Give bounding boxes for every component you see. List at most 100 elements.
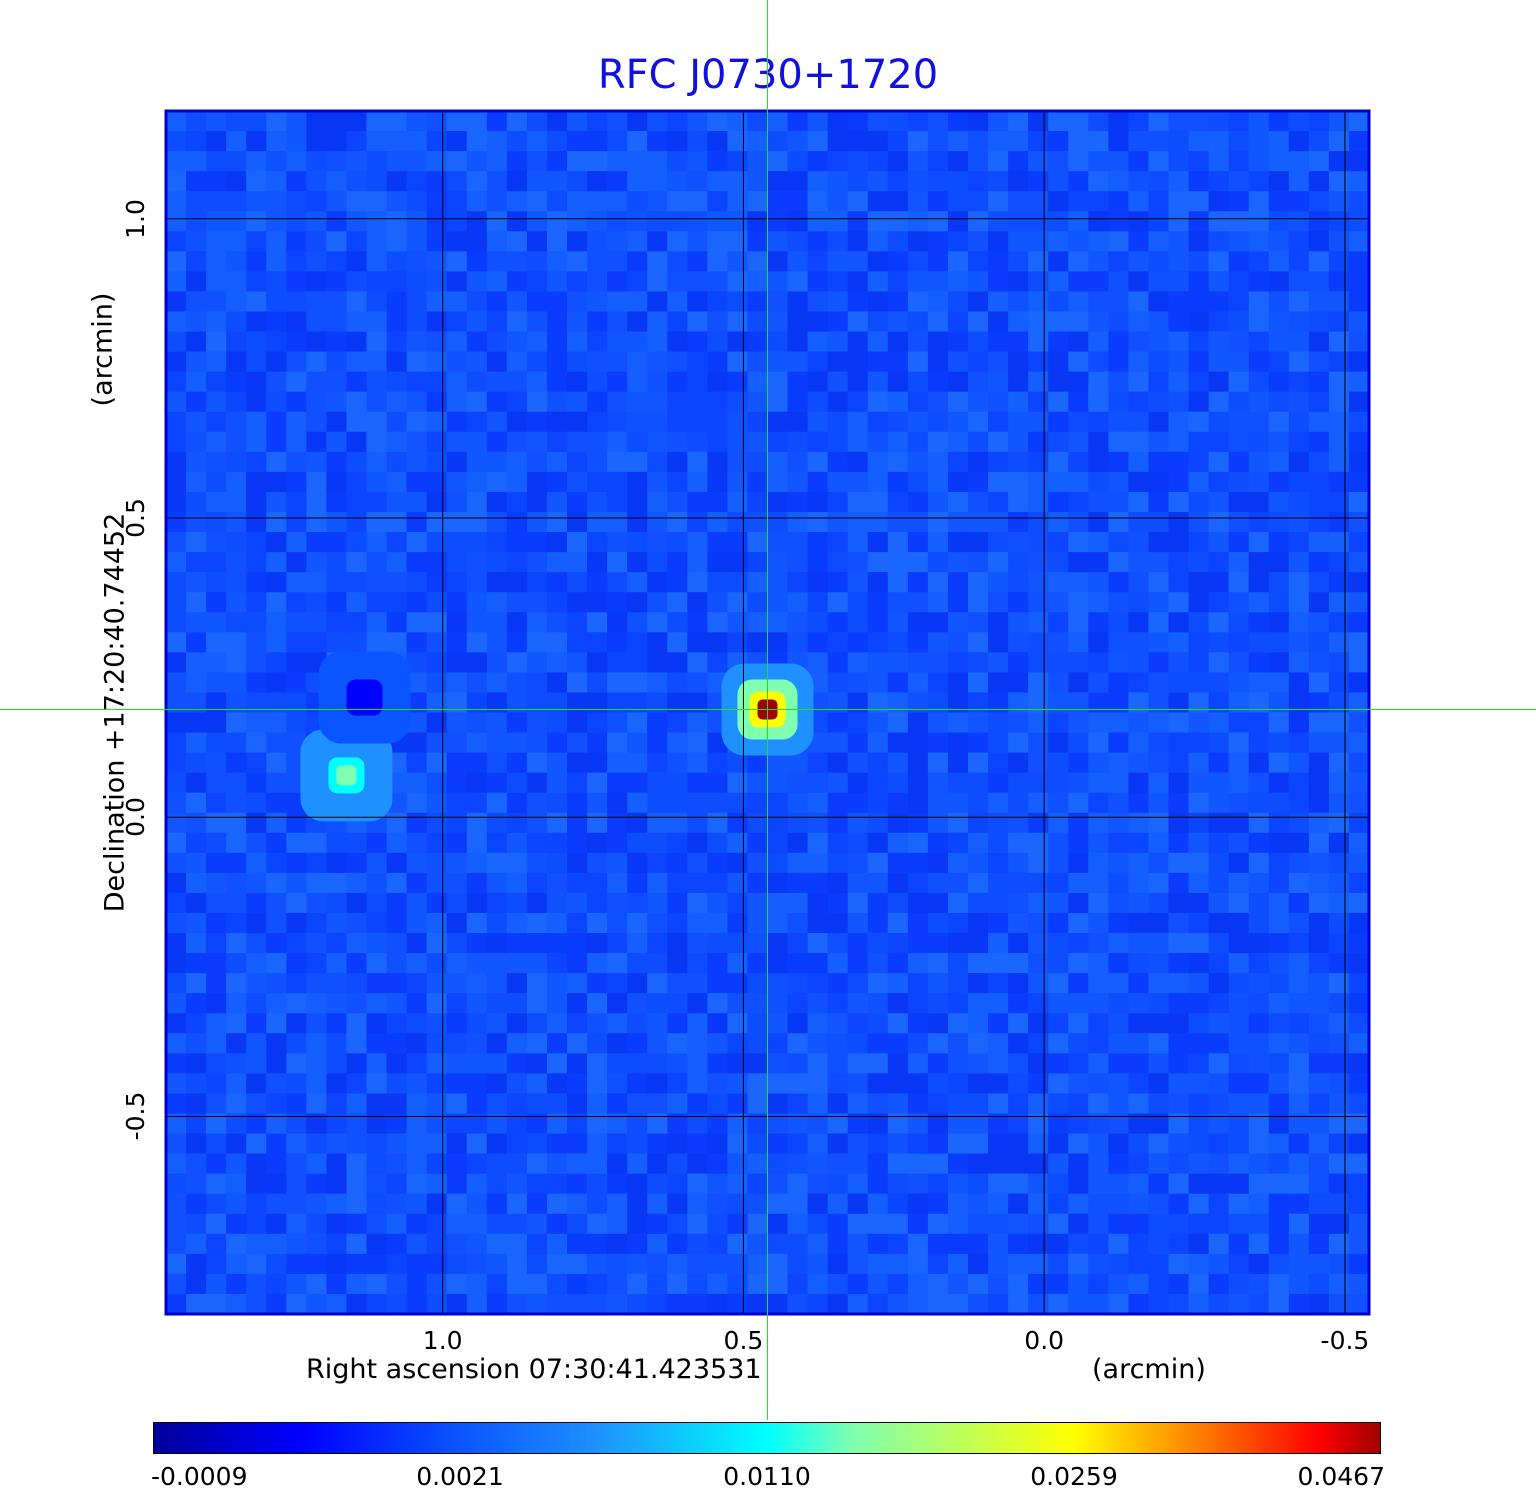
image-pixel — [1248, 1173, 1270, 1195]
image-pixel — [587, 211, 608, 232]
image-pixel — [927, 331, 949, 353]
image-pixel — [1268, 411, 1290, 433]
image-pixel — [426, 672, 448, 694]
image-pixel — [1068, 231, 1089, 252]
image-pixel — [747, 1093, 769, 1115]
image-pixel — [486, 872, 508, 894]
image-pixel — [366, 391, 388, 413]
image-pixel — [707, 532, 728, 553]
image-pixel — [1188, 251, 1210, 272]
image-pixel — [747, 491, 769, 513]
image-pixel — [1028, 491, 1049, 513]
image-pixel — [947, 371, 969, 393]
image-pixel — [927, 672, 949, 694]
image-pixel — [1208, 451, 1230, 473]
image-pixel — [1048, 1013, 1069, 1034]
image-pixel — [466, 231, 488, 252]
image-pixel — [847, 111, 869, 132]
image-pixel — [1348, 712, 1370, 734]
image-pixel — [1328, 471, 1350, 493]
image-pixel — [1228, 1093, 1250, 1115]
image-pixel — [1008, 552, 1029, 573]
image-pixel — [1028, 592, 1049, 613]
image-pixel — [1168, 391, 1190, 413]
image-pixel — [1268, 913, 1290, 934]
image-pixel — [968, 512, 989, 533]
image-pixel — [747, 291, 769, 313]
image-pixel — [927, 491, 949, 513]
image-pixel — [1208, 913, 1230, 934]
image-pixel — [1048, 1153, 1069, 1175]
image-pixel — [1328, 1113, 1350, 1135]
image-pixel — [667, 1033, 688, 1054]
image-pixel — [206, 933, 227, 954]
image-pixel — [827, 231, 849, 252]
image-pixel — [426, 1093, 448, 1115]
image-pixel — [506, 111, 528, 132]
image-pixel — [647, 892, 668, 914]
image-pixel — [266, 1093, 287, 1115]
image-pixel — [607, 532, 628, 553]
image-pixel — [827, 1153, 849, 1175]
image-pixel — [466, 852, 488, 874]
image-pixel — [847, 552, 869, 573]
image-pixel — [988, 1193, 1009, 1215]
image-pixel — [186, 592, 207, 613]
image-pixel — [266, 933, 287, 954]
image-pixel — [1288, 973, 1310, 994]
image-pixel — [687, 792, 708, 814]
image-pixel — [1128, 752, 1150, 774]
image-pixel — [1288, 491, 1310, 513]
image-pixel — [226, 271, 247, 293]
image-pixel — [1328, 913, 1350, 934]
image-pixel — [226, 1033, 247, 1054]
image-pixel — [1288, 191, 1310, 212]
image-pixel — [667, 852, 688, 874]
image-pixel — [1048, 151, 1069, 172]
image-pixel — [426, 1013, 448, 1034]
image-pixel — [827, 632, 849, 653]
image-pixel — [1108, 792, 1129, 814]
image-pixel — [988, 371, 1009, 393]
image-pixel — [647, 852, 668, 874]
image-pixel — [1028, 1233, 1049, 1255]
image-pixel — [767, 792, 789, 814]
image-pixel — [406, 532, 428, 553]
image-pixel — [1248, 351, 1270, 373]
image-pixel — [1308, 491, 1330, 513]
image-pixel — [546, 211, 568, 232]
image-pixel — [206, 1133, 227, 1155]
image-pixel — [1268, 431, 1290, 453]
image-pixel — [847, 572, 869, 593]
image-pixel — [246, 572, 267, 593]
image-pixel — [426, 471, 448, 493]
image-pixel — [386, 291, 408, 313]
image-pixel — [1168, 471, 1190, 493]
image-pixel — [567, 752, 588, 774]
image-pixel — [1068, 672, 1089, 694]
image-pixel — [867, 471, 889, 493]
image-pixel — [807, 812, 829, 834]
image-pixel — [486, 191, 508, 212]
image-pixel — [707, 812, 728, 834]
image-pixel — [206, 1013, 227, 1034]
image-pixel — [927, 692, 949, 714]
image-pixel — [1028, 351, 1049, 373]
image-pixel — [1308, 451, 1330, 473]
image-pixel — [867, 732, 889, 754]
image-pixel — [1008, 1093, 1029, 1115]
image-pixel — [1188, 1153, 1210, 1175]
image-pixel — [667, 552, 688, 573]
image-pixel — [807, 291, 829, 313]
image-pixel — [887, 431, 909, 453]
image-pixel — [867, 1093, 889, 1115]
image-pixel — [807, 792, 829, 814]
image-pixel — [847, 792, 869, 814]
image-pixel — [426, 612, 448, 633]
image-pixel — [567, 151, 588, 172]
image-pixel — [807, 652, 829, 673]
image-pixel — [526, 351, 548, 373]
image-pixel — [968, 993, 989, 1014]
image-pixel — [1128, 431, 1150, 453]
image-pixel — [466, 872, 488, 894]
